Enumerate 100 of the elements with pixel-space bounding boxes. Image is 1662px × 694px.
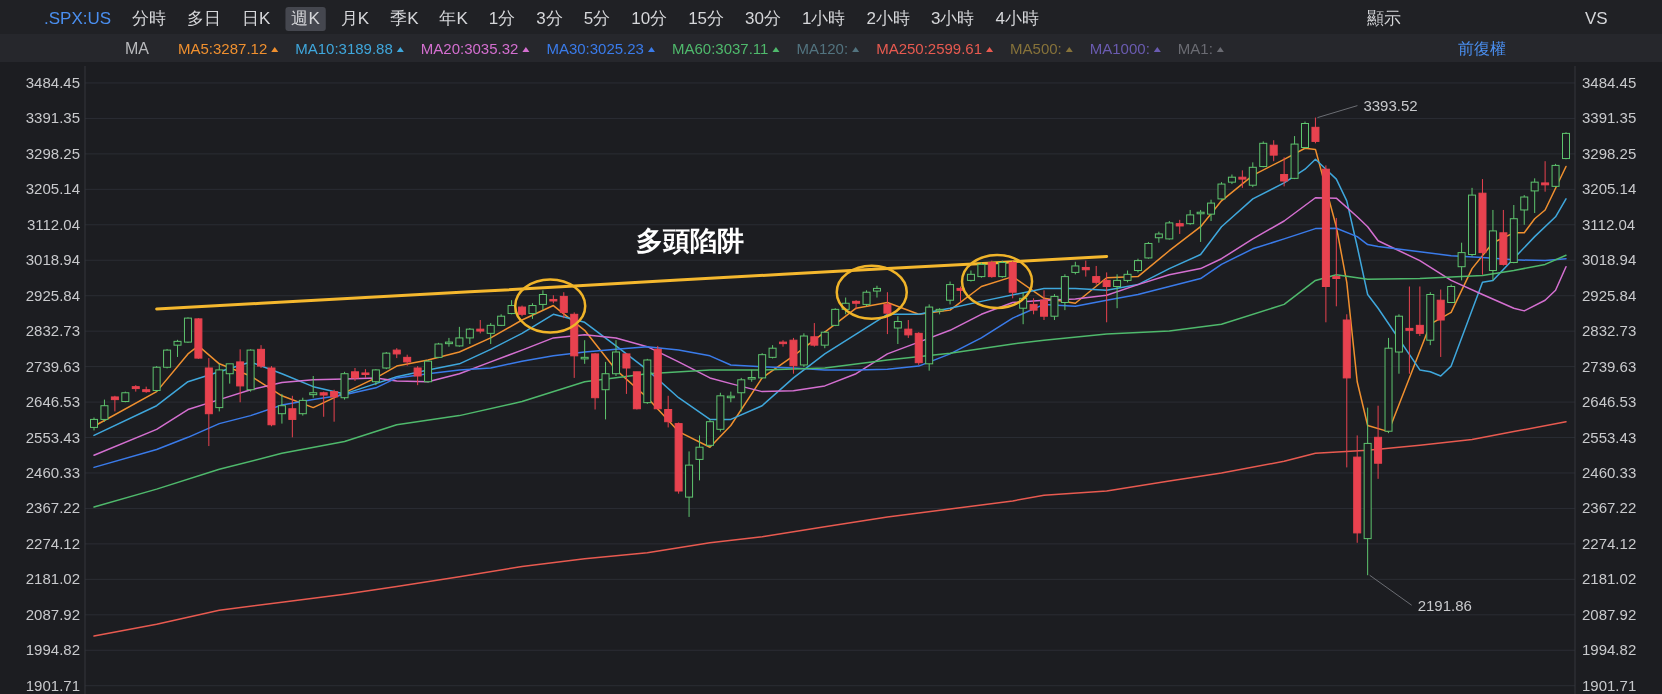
candlestick bbox=[330, 389, 339, 423]
y-tick-label: 2553.43 bbox=[25, 428, 80, 446]
candlestick bbox=[695, 434, 704, 481]
candlestick bbox=[1415, 286, 1424, 337]
y2-tick-label: 2181.02 bbox=[1582, 570, 1637, 588]
y2-tick-label: 3112.04 bbox=[1582, 215, 1636, 233]
candlestick bbox=[1102, 271, 1111, 323]
candlestick bbox=[1207, 199, 1216, 222]
y-tick-label: 3112.04 bbox=[26, 215, 80, 233]
y2-tick-label: 3391.35 bbox=[1582, 109, 1637, 127]
text: 季K bbox=[390, 9, 420, 28]
candlestick bbox=[1154, 231, 1163, 244]
y-tick-label: 2367.22 bbox=[25, 499, 80, 517]
y2-tick-label: 3484.45 bbox=[1582, 73, 1637, 91]
text: 3分 bbox=[536, 9, 563, 28]
candlestick bbox=[946, 281, 955, 305]
text: 1小時 bbox=[801, 9, 846, 28]
y-tick-label: 2832.73 bbox=[25, 322, 80, 340]
candlestick bbox=[580, 339, 589, 365]
candlestick bbox=[1520, 194, 1529, 226]
candlestick bbox=[1248, 161, 1257, 188]
candlestick bbox=[1457, 242, 1466, 281]
line-series bbox=[93, 227, 1567, 469]
line-series bbox=[93, 420, 1567, 637]
candlestick bbox=[1259, 140, 1268, 168]
candlestick bbox=[1541, 160, 1550, 193]
y2-tick-label: 2367.22 bbox=[1582, 499, 1637, 517]
y-tick-label: 3298.25 bbox=[25, 144, 80, 162]
candlestick bbox=[758, 352, 767, 379]
text: VS bbox=[1585, 9, 1608, 28]
y2-tick-label: 3298.25 bbox=[1582, 144, 1637, 162]
candlestick bbox=[779, 339, 788, 348]
candlestick bbox=[444, 337, 453, 348]
y2-tick-label: 3018.94 bbox=[1582, 251, 1637, 269]
y2-tick-label: 1901.71 bbox=[1582, 676, 1637, 694]
legend-label: MA5:3287.12 bbox=[178, 40, 268, 57]
text: 顯示 bbox=[1367, 9, 1401, 28]
y-tick-label: 3391.35 bbox=[25, 109, 80, 127]
candlestick bbox=[152, 365, 161, 393]
candlestick bbox=[810, 322, 819, 348]
candlestick bbox=[309, 375, 318, 399]
candlestick bbox=[1196, 209, 1205, 243]
text: 15分 bbox=[688, 9, 725, 28]
y2-tick-label: 1994.82 bbox=[1582, 641, 1637, 659]
y2-tick-label: 2832.73 bbox=[1582, 322, 1637, 340]
candlestick bbox=[319, 391, 328, 418]
text: 2小時 bbox=[866, 9, 910, 28]
candlestick bbox=[559, 291, 568, 319]
text: 30分 bbox=[745, 9, 781, 28]
candlestick bbox=[1040, 289, 1049, 321]
y-tick-label: 1901.71 bbox=[25, 676, 80, 694]
line-series bbox=[155, 254, 1109, 311]
candlestick bbox=[1447, 284, 1456, 304]
legend-label: MA10:3189.88 bbox=[295, 40, 393, 57]
candlestick bbox=[257, 344, 266, 369]
candlestick bbox=[1405, 286, 1414, 375]
y-tick-label: 2181.02 bbox=[25, 570, 80, 588]
y-tick-label: 2739.63 bbox=[25, 357, 80, 375]
candlestick bbox=[664, 395, 673, 428]
y2-tick-label: 2553.43 bbox=[1582, 428, 1637, 446]
candlestick bbox=[1050, 293, 1059, 321]
candlestick bbox=[622, 352, 631, 395]
text: 1分 bbox=[488, 9, 516, 28]
legend-label: MA1000: bbox=[1089, 40, 1150, 57]
text: 前復權 bbox=[1458, 40, 1506, 57]
text: .SPX:US bbox=[44, 9, 112, 28]
y2-tick-label: 2460.33 bbox=[1582, 463, 1637, 481]
y2-tick-label: 2274.12 bbox=[1582, 534, 1637, 552]
y2-tick-label: 2646.53 bbox=[1582, 393, 1637, 411]
candlestick bbox=[340, 371, 349, 401]
candlestick bbox=[601, 361, 610, 420]
candlestick bbox=[1280, 156, 1289, 187]
line-series bbox=[93, 197, 1567, 456]
text: 3小時 bbox=[930, 9, 975, 28]
y-tick-label: 1994.82 bbox=[25, 641, 80, 659]
candlestick bbox=[225, 363, 234, 385]
candlestick bbox=[1113, 273, 1122, 309]
y-tick-label: 2274.12 bbox=[25, 534, 80, 552]
line-series bbox=[93, 254, 1567, 508]
candlestick bbox=[1165, 220, 1174, 241]
candlestick bbox=[611, 339, 620, 377]
candlestick bbox=[872, 285, 881, 299]
candlestick bbox=[1311, 117, 1320, 144]
candlestick bbox=[1092, 265, 1101, 286]
legend-label: MA1: bbox=[1177, 40, 1213, 57]
y-tick-label: 2925.84 bbox=[25, 286, 80, 304]
candlestick bbox=[486, 322, 495, 345]
legend-label: MA20:3035.32 bbox=[420, 40, 519, 57]
y-tick-label: 2087.92 bbox=[25, 605, 80, 623]
text: MA bbox=[125, 40, 150, 57]
text: 多日 bbox=[187, 9, 222, 28]
candlestick bbox=[852, 299, 861, 310]
legend-label: MA500: bbox=[1010, 40, 1062, 57]
candlestick bbox=[288, 395, 297, 438]
candlestick bbox=[110, 395, 119, 412]
candlestick bbox=[413, 365, 422, 386]
annotation: 多頭陷阱 bbox=[636, 226, 744, 256]
legend-label: MA60:3037.11 bbox=[671, 40, 769, 57]
text: 月K bbox=[340, 9, 370, 28]
candlestick bbox=[1436, 289, 1445, 358]
